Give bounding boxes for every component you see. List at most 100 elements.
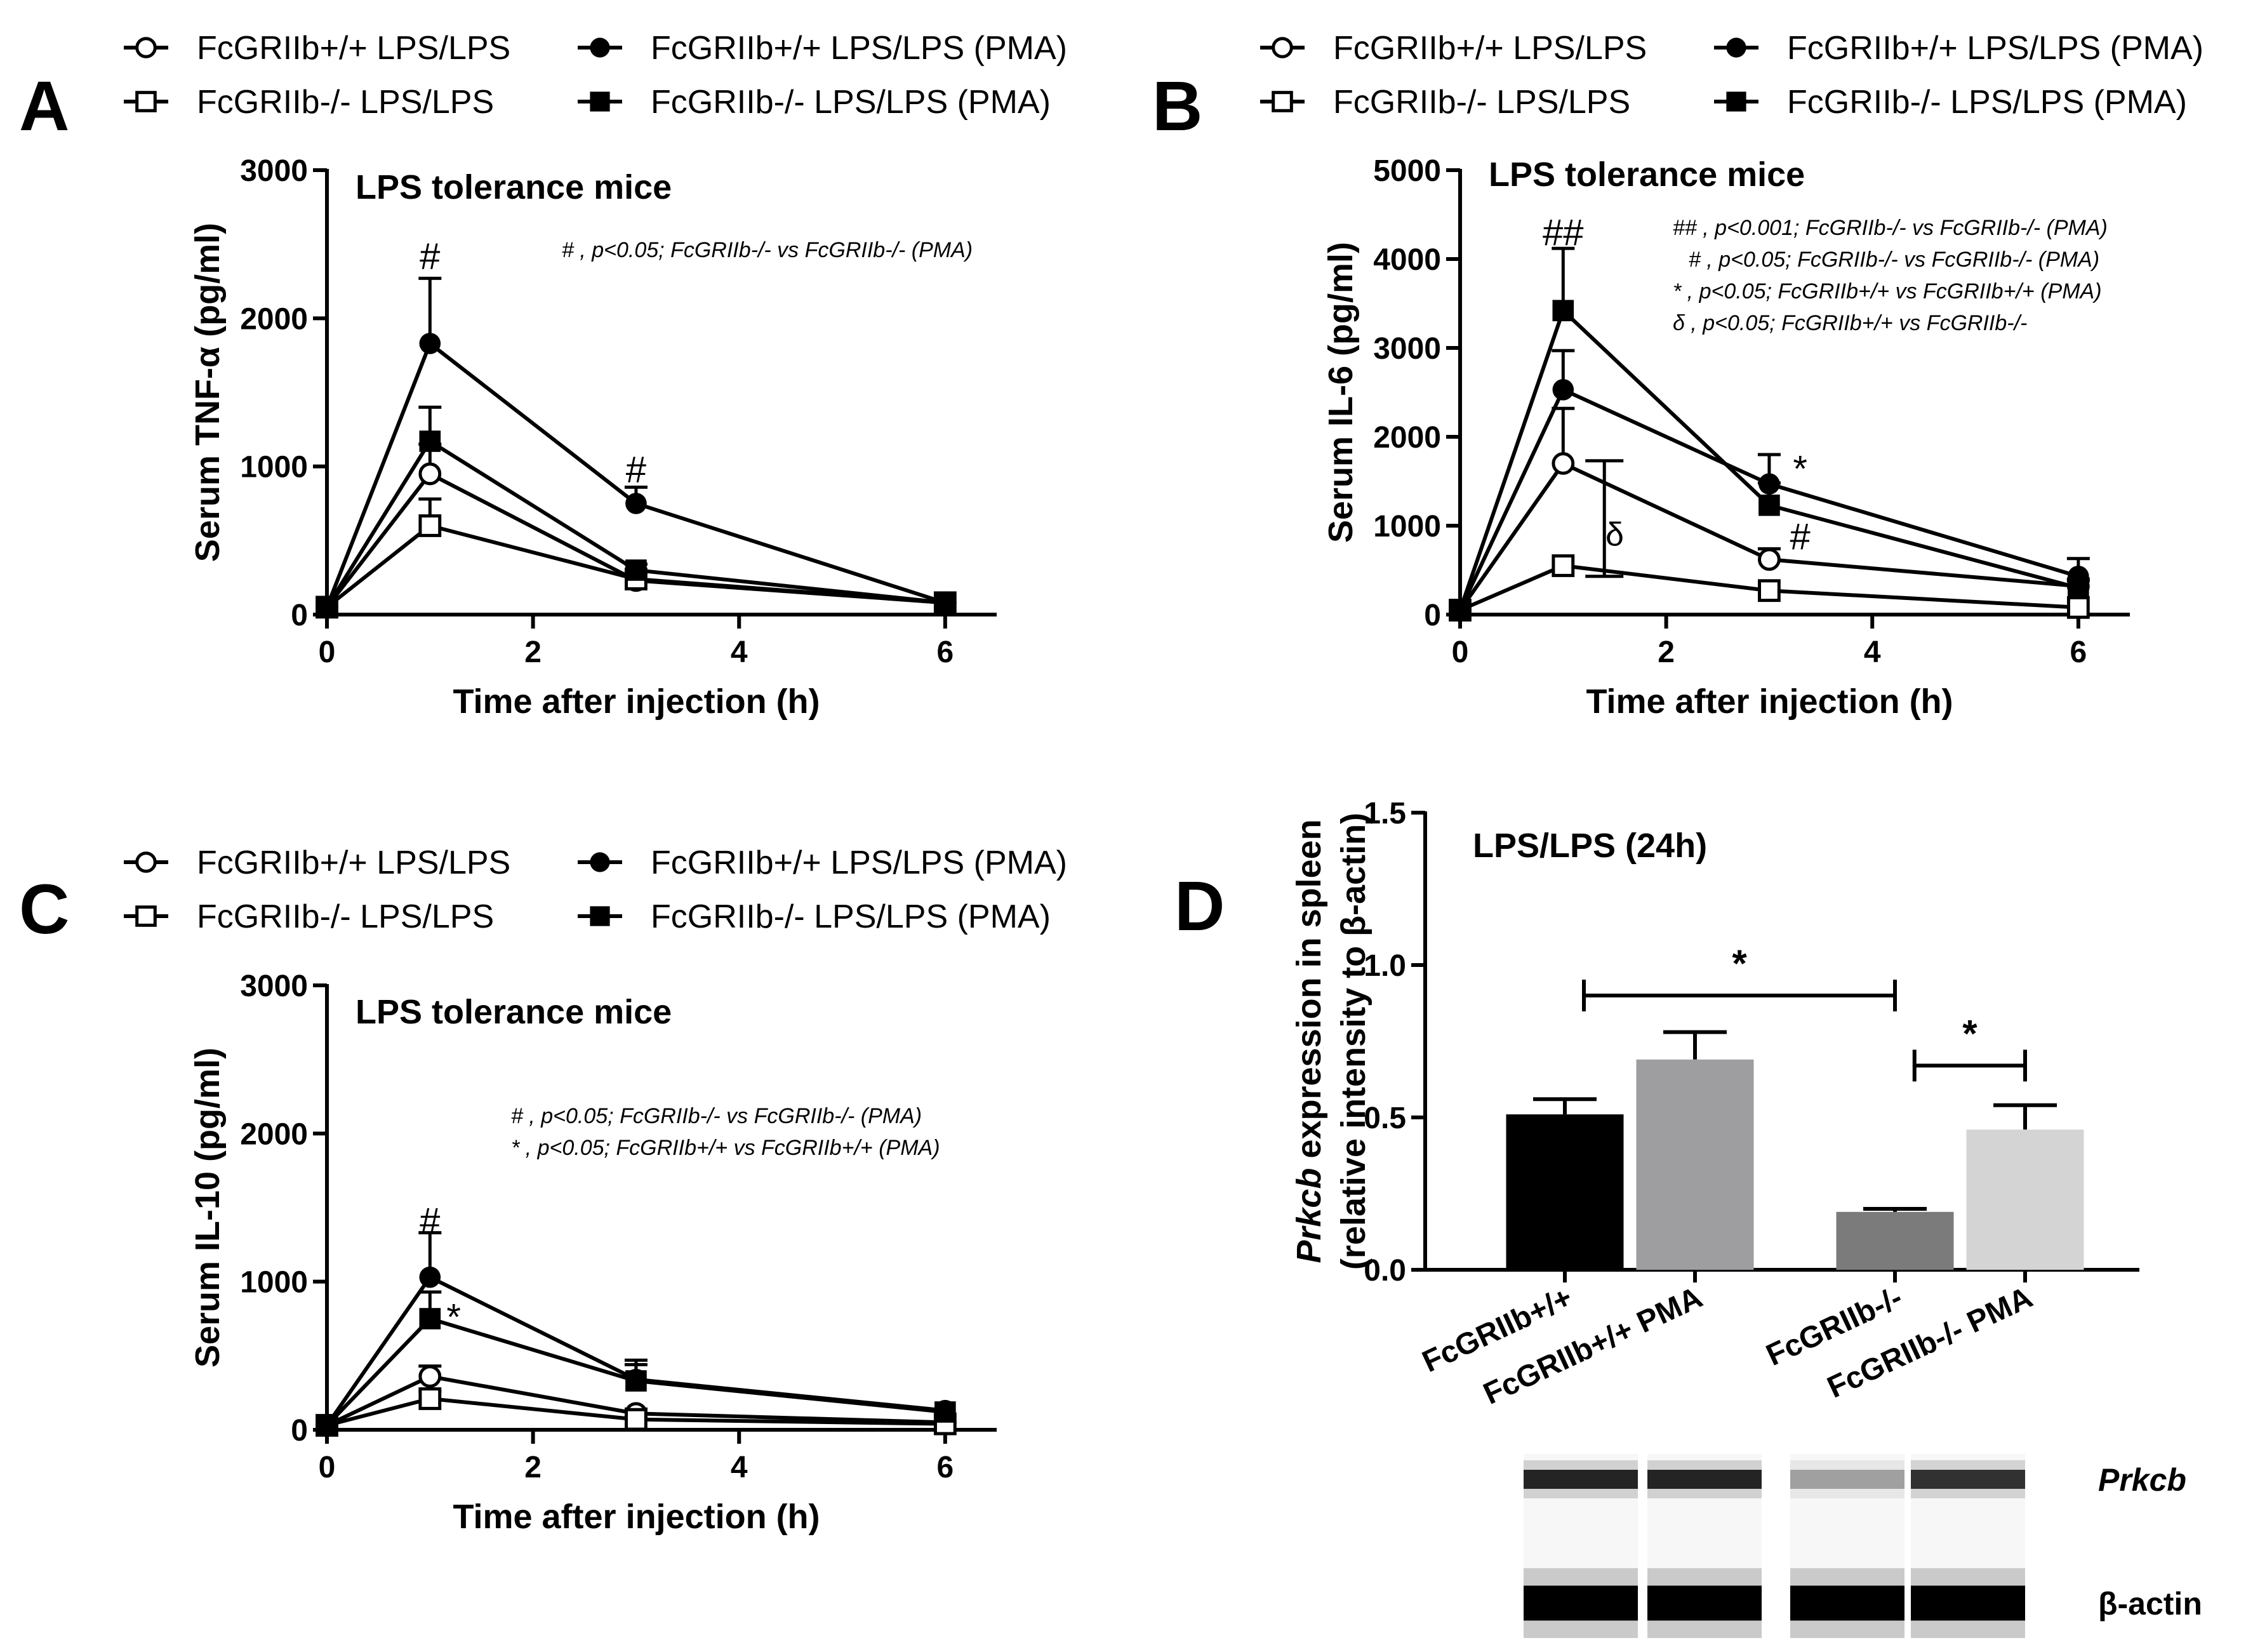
legend-marker-filled-circle [1726,37,1746,58]
data-point [1758,495,1780,516]
data-point [1552,379,1574,401]
data-point [419,333,441,354]
legend-label: FcGRIIb+/+ LPS/LPS (PMA) [651,30,1067,67]
y-tick-label: 0.0 [1364,1254,1406,1288]
blot-band [1647,1585,1762,1621]
x-tick-label: 0 [319,636,336,669]
legend-label: FcGRIIb-/- LPS/LPS (PMA) [651,898,1051,935]
y-tick-label: 1000 [240,1266,308,1300]
significance-mark: * [1962,1012,1978,1055]
data-point [2068,577,2089,599]
x-tick-label: 4 [731,1451,748,1484]
legend-marker-open-square [1272,91,1293,112]
legend-label: FcGRIIb-/- LPS/LPS [197,898,494,935]
data-point [418,1365,442,1388]
chart-title: LPS tolerance mice [1489,156,1805,194]
y-tick-label: 2000 [240,1117,308,1151]
significance-mark: δ [1605,516,1624,553]
y-tick-label: 5000 [1373,154,1441,188]
legend-marker-open-square [135,905,157,927]
data-point [419,1266,441,1288]
significance-mark: * [446,1297,461,1338]
legend-label: FcGRIIb-/- LPS/LPS [197,84,494,121]
significance-mark: # [1790,516,1810,557]
x-tick-label: 4 [1864,636,1881,669]
legend: FcGRIIb+/+ LPS/LPS FcGRIIb+/+ LPS/LPS (PM… [124,30,1067,121]
series-line [326,1374,945,1427]
data-point [419,1308,441,1329]
y-axis-label-line2: (relative intensity to β-actin) [1334,813,1373,1270]
series-line [326,1396,945,1427]
series-line [1458,387,2079,611]
y-tick-label: 0 [1424,599,1441,632]
y-tick-label: 1.5 [1364,797,1406,830]
y-tick-label: 2000 [1373,421,1441,455]
blot-band [1790,1470,1904,1489]
y-tick-label: 1000 [240,451,308,484]
data-point [1552,554,1575,577]
data-point [316,596,338,618]
x-axis-label: Time after injection (h) [1586,683,1953,721]
series-line [325,438,946,608]
y-tick-label: 4000 [1373,243,1441,277]
data-point [418,514,442,537]
blot-lane [1790,1454,1904,1638]
data-point [419,430,441,452]
legend-marker-filled-square [1726,91,1746,112]
significance-note: # , p<0.05; FcGRIIb-/- vs FcGRIIb-/- (PM… [511,1104,922,1128]
blot-band [1911,1470,2025,1489]
y-axis-label-line1: Prkcb expression in spleen [1290,819,1328,1263]
blot-band [1647,1470,1762,1489]
blot-band [1790,1585,1904,1621]
y-tick-label: 0 [291,599,308,632]
legend-marker-filled-square [590,91,610,112]
legend: FcGRIIb+/+ LPS/LPS FcGRIIb+/+ LPS/LPS (PM… [124,844,1067,935]
x-tick-label: 4 [731,636,748,669]
y-axis-label-rest: expression in spleen [1290,819,1328,1168]
legend-label: FcGRIIb-/- LPS/LPS [1333,84,1630,121]
chart-panel-B: B 0 1000 2000 3000 4000 5000 0 2 4 6 Time after inj… [1152,67,2130,721]
bar [1836,1211,1954,1270]
significance-mark: * [1793,448,1807,490]
bar [1506,1114,1624,1270]
chart-panel-C: C 0 1000 2000 3000 0 2 4 6 Time after injection (… [19,870,997,1536]
x-tick-label: 2 [524,1451,542,1484]
y-axis-label: Serum IL-6 (pg/ml) [1322,242,1360,543]
x-tick-label: 6 [936,1451,954,1484]
legend-marker-filled-circle [590,37,610,58]
blot-lane [1647,1454,1762,1638]
panel-label: A [19,67,69,145]
legend-label: FcGRIIb+/+ LPS/LPS (PMA) [651,844,1067,881]
blot-lane [1911,1454,2025,1638]
data-point [625,1370,647,1392]
legend-marker-open-circle [1272,37,1293,58]
data-point [418,1387,442,1410]
data-point [1552,452,1575,475]
blot-row-label: Prkcb [2098,1462,2186,1498]
data-point [316,1415,338,1436]
western-blot: Prkcb β-actin [1524,1454,2202,1638]
significance-mark: # [420,236,440,277]
y-tick-label: 0.5 [1364,1102,1406,1135]
bar [1966,1129,2084,1270]
y-tick-label: 2000 [240,302,308,336]
legend-label: FcGRIIb-/- LPS/LPS (PMA) [651,84,1051,121]
y-axis-label: Serum IL-10 (pg/ml) [189,1048,227,1368]
series-line [1458,307,2079,611]
x-tick-label: 0 [1452,636,1469,669]
legend-marker-filled-circle [590,852,610,872]
legend-marker-open-circle [135,37,157,58]
x-tick-label: 6 [2070,636,2087,669]
panel-label: B [1152,67,1202,145]
data-point [1758,579,1781,603]
chart-title: LPS tolerance mice [356,168,672,206]
legend-label: FcGRIIb+/+ LPS/LPS (PMA) [1787,30,2204,67]
data-point [418,462,442,486]
x-tick-label: 0 [319,1451,336,1484]
y-tick-label: 3000 [240,154,308,188]
legend: FcGRIIb+/+ LPS/LPS FcGRIIb+/+ LPS/LPS (PM… [1260,30,2204,121]
significance-mark: # [420,1201,440,1242]
chart-panel-A: A 0 1000 2000 3000 0 2 4 6 Time after injection (… [19,67,997,721]
